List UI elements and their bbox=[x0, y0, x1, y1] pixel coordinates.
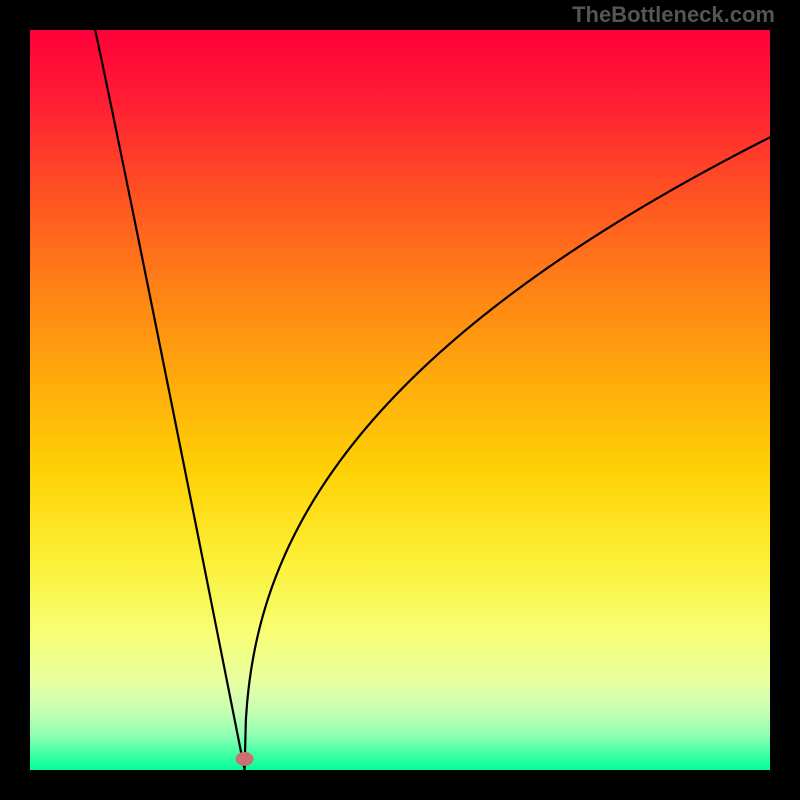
watermark-text: TheBottleneck.com bbox=[572, 2, 775, 28]
chart-container: TheBottleneck.com bbox=[0, 0, 800, 800]
bottleneck-curve bbox=[95, 30, 770, 770]
plot-area bbox=[30, 30, 770, 770]
curve-layer bbox=[30, 30, 770, 770]
bottleneck-point-marker bbox=[236, 752, 254, 766]
